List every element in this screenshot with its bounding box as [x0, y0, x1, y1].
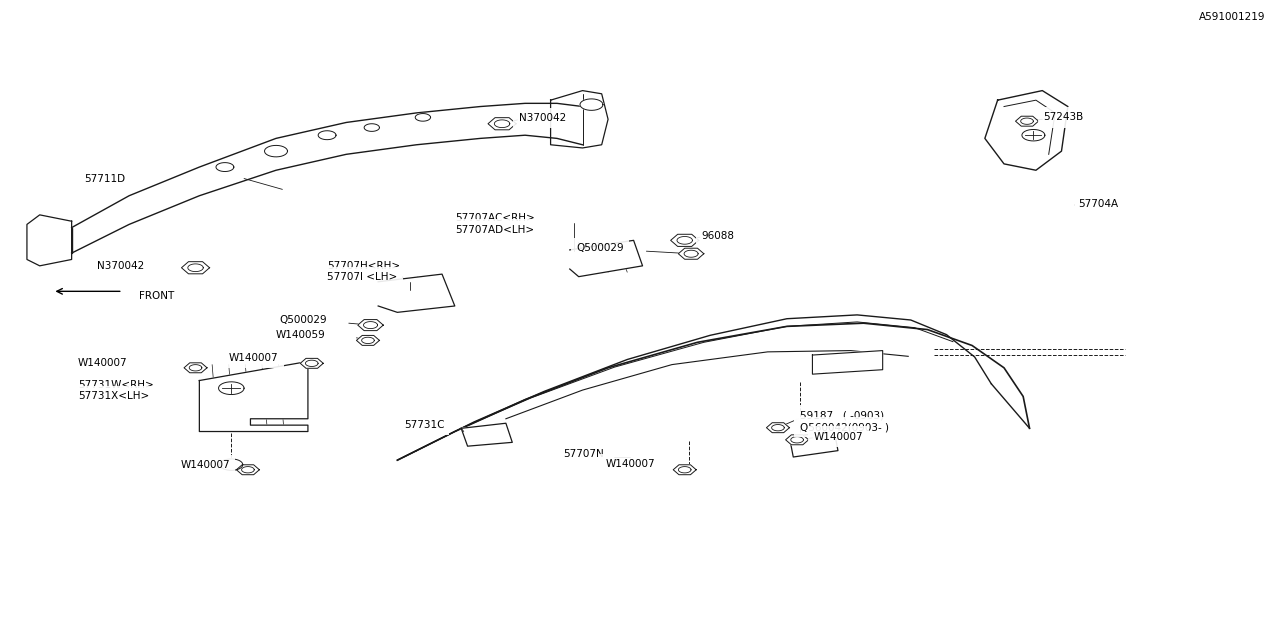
Polygon shape	[1015, 116, 1038, 126]
Polygon shape	[461, 423, 512, 446]
Text: 57707AD<LH>: 57707AD<LH>	[454, 225, 534, 234]
Text: 57707AC<RH>: 57707AC<RH>	[454, 213, 535, 223]
Text: 96088: 96088	[701, 231, 735, 241]
Polygon shape	[265, 145, 288, 157]
Polygon shape	[415, 113, 430, 121]
Polygon shape	[220, 459, 243, 470]
Polygon shape	[365, 124, 379, 131]
Text: 57243B: 57243B	[1043, 113, 1084, 122]
Polygon shape	[357, 319, 383, 331]
Polygon shape	[673, 465, 696, 475]
Polygon shape	[27, 215, 72, 266]
Text: 57707H<RH>: 57707H<RH>	[328, 261, 401, 271]
Text: 57707I <LH>: 57707I <LH>	[328, 272, 397, 282]
Text: W140007: W140007	[180, 460, 230, 470]
Text: 57731C: 57731C	[403, 420, 444, 430]
Polygon shape	[570, 241, 643, 276]
Text: N370042: N370042	[97, 261, 145, 271]
Polygon shape	[671, 234, 699, 246]
Text: 59187   ( -0903): 59187 ( -0903)	[800, 411, 883, 420]
Text: W140007: W140007	[78, 358, 128, 369]
Text: Q500029: Q500029	[280, 315, 328, 325]
Polygon shape	[301, 358, 324, 368]
Polygon shape	[767, 423, 790, 433]
Polygon shape	[580, 99, 603, 110]
Polygon shape	[984, 91, 1068, 170]
Text: Q560042(0903- ): Q560042(0903- )	[800, 422, 888, 432]
Text: 57704A: 57704A	[1078, 199, 1119, 209]
Polygon shape	[488, 118, 516, 130]
Polygon shape	[790, 431, 838, 457]
Polygon shape	[184, 363, 207, 372]
Polygon shape	[237, 465, 260, 475]
Text: 57731W<RH>: 57731W<RH>	[78, 380, 154, 390]
Polygon shape	[200, 362, 308, 431]
Text: 57731X<LH>: 57731X<LH>	[78, 392, 150, 401]
Polygon shape	[1021, 129, 1044, 141]
Polygon shape	[182, 262, 210, 274]
Text: A591001219: A591001219	[1199, 12, 1266, 22]
Polygon shape	[72, 103, 582, 253]
Polygon shape	[678, 248, 704, 259]
Text: FRONT: FRONT	[140, 291, 174, 301]
Polygon shape	[813, 351, 883, 374]
Text: W140007: W140007	[229, 353, 278, 364]
Polygon shape	[356, 335, 379, 346]
Polygon shape	[786, 435, 809, 445]
Polygon shape	[319, 131, 337, 140]
Polygon shape	[216, 163, 234, 172]
Polygon shape	[397, 315, 1029, 460]
Text: N370042: N370042	[518, 113, 566, 123]
Text: W140059: W140059	[276, 330, 325, 340]
Polygon shape	[378, 274, 454, 312]
Text: 57711D: 57711D	[84, 173, 125, 184]
Text: 57707N: 57707N	[563, 449, 604, 459]
Text: Q500029: Q500029	[576, 243, 623, 253]
Text: W140007: W140007	[814, 431, 863, 442]
Text: W140007: W140007	[605, 459, 655, 469]
Polygon shape	[550, 91, 608, 148]
Polygon shape	[219, 382, 244, 394]
